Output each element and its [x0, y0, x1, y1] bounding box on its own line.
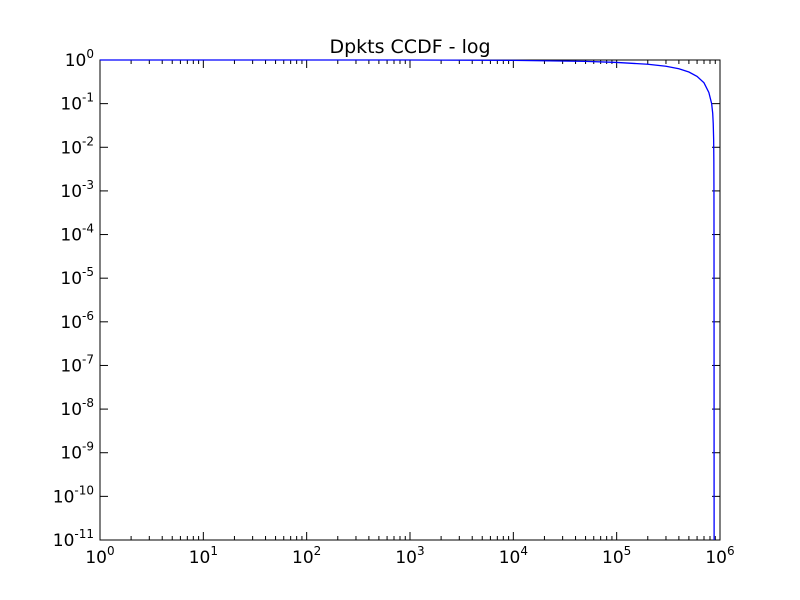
y-tick-label: 10-6: [60, 309, 94, 333]
y-tick-label: 10-1: [60, 91, 94, 115]
x-tick-label: 105: [602, 544, 631, 568]
y-tick-labels: 100 10-1 10-2 10-3 10-4 10-5 10-6 10-7 10-8 10-9 1…: [53, 47, 94, 551]
x-tick-label: 104: [499, 544, 528, 568]
x-tick-label: 100: [85, 544, 114, 568]
x-tick-label: 106: [705, 544, 734, 568]
x-tick-label: 101: [189, 544, 218, 568]
y-tick-label: 10-11: [53, 527, 94, 551]
y-tick-label: 10-5: [60, 265, 94, 289]
y-tick-label: 100: [65, 47, 94, 71]
chart-title: Dpkts CCDF - log: [329, 36, 490, 58]
x-tick-label: 102: [292, 544, 321, 568]
y-tick-label: 10-9: [60, 440, 94, 464]
y-tick-label: 10-4: [60, 222, 94, 246]
y-tick-label: 10-8: [60, 396, 94, 420]
y-tick-label: 10-3: [60, 178, 94, 202]
series-line: [100, 59, 715, 541]
series-layer: [100, 59, 715, 541]
y-tick-label: 10-10: [53, 483, 94, 507]
x-tick-labels: 100 101 102 103 104 105 106: [85, 544, 734, 568]
x-tick-label: 103: [395, 544, 424, 568]
y-tick-label: 10-7: [60, 352, 94, 376]
minor-ticks: [130, 60, 716, 540]
y-tick-label: 10-2: [60, 134, 94, 158]
